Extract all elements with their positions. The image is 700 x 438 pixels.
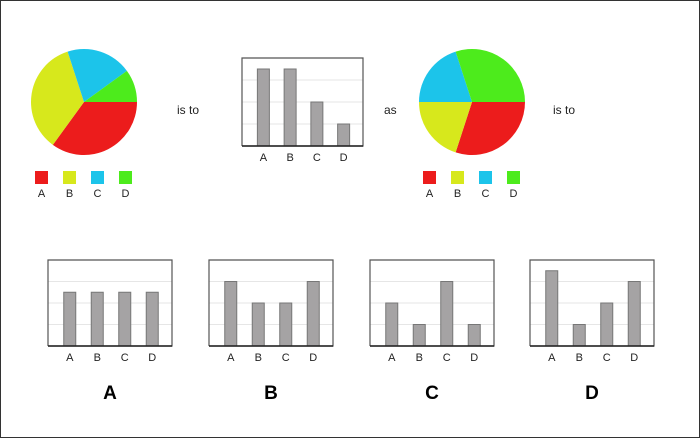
bar-a (545, 270, 559, 347)
connector-is-to-1: is to (177, 103, 199, 117)
bar-b (283, 68, 297, 147)
pie-slice-b (31, 51, 84, 145)
x-tick-label-c: C (282, 352, 290, 364)
pie-slice-c (67, 49, 127, 102)
bar-c (310, 101, 324, 147)
pie-slice-d (84, 70, 137, 102)
option-label-b[interactable]: B (264, 383, 278, 404)
bar-a (63, 291, 77, 347)
x-tick-label-b: B (286, 152, 293, 164)
bar-d (145, 291, 159, 347)
x-tick-label-d: D (148, 352, 156, 364)
option-label-d[interactable]: D (585, 383, 599, 404)
bar-b (412, 324, 426, 347)
x-tick-label-a: A (388, 352, 396, 364)
bar-c (279, 302, 293, 347)
pie-slice-c (419, 51, 472, 102)
x-tick-label-a: A (227, 352, 235, 364)
pie-chart-target: A B C D (419, 49, 525, 200)
x-tick-label-c: C (121, 352, 129, 364)
bar-d (337, 123, 351, 147)
answer-option-d[interactable]: A B C D (529, 259, 655, 364)
pie-slice-a (455, 102, 525, 155)
legend-label-d: D (122, 188, 130, 200)
answer-option-a[interactable]: A B C D (47, 259, 173, 364)
x-tick-label-b: B (576, 352, 583, 364)
pie-slice-b (419, 102, 472, 153)
bar-d (467, 324, 481, 347)
legend-swatch-b (451, 171, 464, 184)
bar-a (256, 68, 270, 147)
pie-slice-a (52, 102, 137, 155)
bar-d (627, 281, 641, 347)
legend-swatch-a (35, 171, 48, 184)
x-tick-label-b: B (94, 352, 101, 364)
bar-a (224, 281, 238, 347)
x-tick-label-a: A (260, 152, 268, 164)
bar-b (251, 302, 265, 347)
bar-a (385, 302, 399, 347)
legend-swatch-d (119, 171, 132, 184)
connector-is-to-2: is to (553, 103, 575, 117)
legend-label-c: C (482, 188, 490, 200)
x-tick-label-d: D (309, 352, 317, 364)
answer-option-c[interactable]: A B C D (369, 259, 495, 364)
bar-b (90, 291, 104, 347)
connector-as: as (384, 103, 397, 117)
x-tick-label-b: B (416, 352, 423, 364)
legend-swatch-d (507, 171, 520, 184)
legend-swatch-b (63, 171, 76, 184)
x-tick-label-b: B (255, 352, 262, 364)
x-tick-label-c: C (603, 352, 611, 364)
bar-b (572, 324, 586, 347)
option-label-c[interactable]: C (425, 383, 439, 404)
legend-label-a: A (426, 188, 434, 200)
legend-label-a: A (38, 188, 46, 200)
x-tick-label-c: C (443, 352, 451, 364)
x-tick-label-a: A (548, 352, 556, 364)
legend-swatch-a (423, 171, 436, 184)
x-tick-label-a: A (66, 352, 74, 364)
legend-label-d: D (510, 188, 518, 200)
x-tick-label-d: D (630, 352, 638, 364)
pie-chart-source: A B C D (31, 49, 137, 200)
answer-option-b[interactable]: A B C D (208, 259, 334, 364)
x-tick-label-d: D (340, 152, 348, 164)
bar-chart-source: A B C D (241, 57, 364, 164)
pie-slice-d (455, 49, 525, 102)
legend-label-b: B (66, 188, 73, 200)
legend-label-c: C (94, 188, 102, 200)
legend-swatch-c (479, 171, 492, 184)
bar-d (306, 281, 320, 347)
bar-c (600, 302, 614, 347)
x-tick-label-c: C (313, 152, 321, 164)
option-label-a[interactable]: A (103, 383, 117, 404)
bar-c (118, 291, 132, 347)
bar-c (440, 281, 454, 347)
x-tick-label-d: D (470, 352, 478, 364)
legend-label-b: B (454, 188, 461, 200)
legend-swatch-c (91, 171, 104, 184)
